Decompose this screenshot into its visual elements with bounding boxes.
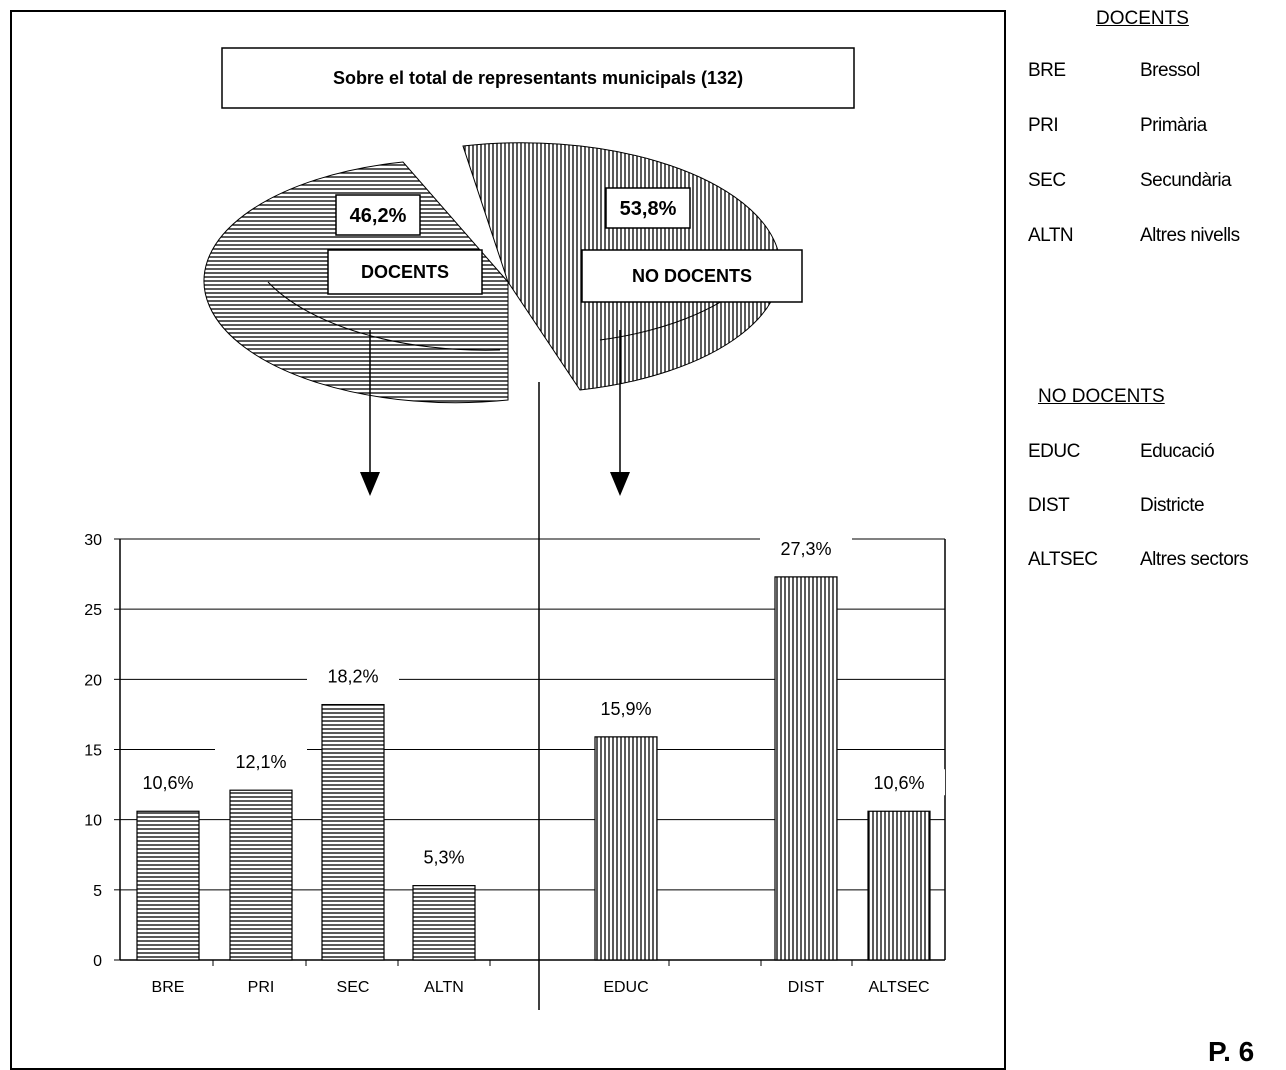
bar-educ	[594, 736, 658, 961]
bar-sec	[321, 703, 385, 961]
bar-value-label-dist: 27,3%	[780, 539, 831, 559]
x-tick-label-dist: DIST	[788, 979, 825, 996]
legend-docents-row-bre: BRE Bressol	[1028, 60, 1278, 84]
bar-value-label-educ: 15,9%	[600, 699, 651, 719]
legend-code: EDUC	[1028, 441, 1080, 462]
x-tick-label-bre: BRE	[152, 979, 185, 996]
pie-value-box-no-docents	[605, 187, 691, 229]
bar-value-label-bg	[122, 769, 214, 796]
y-tick-label: 20	[84, 672, 102, 689]
x-tick-label-altn: ALTN	[424, 979, 464, 996]
pie-value-docents: 46,2%	[350, 205, 407, 227]
pie-value-no-docents: 53,8%	[620, 198, 677, 220]
x-tick-label-pri: PRI	[248, 979, 275, 996]
bar-altsec	[867, 810, 931, 961]
legend-code: BRE	[1028, 60, 1066, 81]
bar-value-label-bg	[853, 769, 945, 796]
bar-value-label-bg	[398, 843, 490, 870]
x-tick-label-sec: SEC	[337, 979, 370, 996]
legend-description: Educació	[1140, 441, 1215, 462]
legend-code: SEC	[1028, 170, 1066, 191]
bar-pri	[229, 789, 293, 961]
pie-depth-line-docents	[267, 281, 501, 351]
x-tick-label-altsec: ALTSEC	[868, 979, 929, 996]
legend-description: Altres nivells	[1140, 225, 1240, 246]
legend-code: PRI	[1028, 115, 1059, 136]
legend-description: Primària	[1140, 115, 1207, 136]
legend-no-docents-row-educ: EDUC Educació	[1028, 441, 1278, 465]
legend-title-docents: DOCENTS	[1096, 8, 1189, 29]
legend-docents-row-sec: SEC Secundària	[1028, 170, 1278, 194]
legend-description: Altres sectors	[1140, 549, 1249, 570]
bar-value-label-pri: 12,1%	[235, 752, 286, 772]
page-number: P. 6	[1208, 1036, 1255, 1067]
legend-no-docents-row-dist: DIST Districte	[1028, 495, 1278, 519]
pie-value-box-docents	[335, 194, 421, 236]
title-box	[221, 47, 855, 109]
pie-label-box-no-docents	[581, 249, 803, 303]
bar-value-label-bg	[215, 748, 307, 775]
legend-docents-row-pri: PRI Primària	[1028, 115, 1278, 139]
legend-description: Bressol	[1140, 60, 1200, 81]
pie-label-docents: DOCENTS	[361, 262, 449, 282]
legend-description: Districte	[1140, 495, 1205, 516]
legend-no-docents-row-altsec: ALTSEC Altres sectors	[1028, 549, 1278, 573]
bar-altn	[412, 885, 476, 961]
legend-docents-row-altn: ALTN Altres nivells	[1028, 225, 1278, 249]
bar-value-label-sec: 18,2%	[327, 667, 378, 687]
pie-label-no-docents: NO DOCENTS	[632, 266, 752, 286]
pie-label-box-docents	[327, 249, 483, 295]
arrowhead-no-docents	[610, 472, 630, 496]
legend-description: Secundària	[1140, 170, 1232, 191]
legend-code: ALTN	[1028, 225, 1074, 246]
bar-value-label-bg	[580, 694, 672, 721]
legend-title-no-docents: NO DOCENTS	[1038, 386, 1165, 407]
chart-canvas: Sobre el total de representants municipa…	[84, 47, 946, 1010]
x-tick-label-educ: EDUC	[603, 979, 648, 996]
bar-bre	[136, 810, 200, 961]
bar-value-label-bg	[307, 662, 399, 689]
arrowhead-docents	[360, 472, 380, 496]
bar-value-label-altn: 5,3%	[423, 848, 464, 868]
bar-value-label-altsec: 10,6%	[873, 773, 924, 793]
bar-chart: 0 5 10 15 20 25 30 10,6% BRE 12,1% PRI 18,2% SEC 5,3%…	[84, 532, 946, 996]
y-tick-label: 0	[93, 953, 102, 970]
y-tick-label: 30	[84, 532, 102, 549]
bar-value-label-bg	[760, 534, 852, 561]
y-tick-label: 10	[84, 813, 102, 830]
chart-title: Sobre el total de representants municipa…	[333, 68, 743, 88]
y-tick-label: 5	[93, 883, 102, 900]
legend-code: DIST	[1028, 495, 1070, 516]
bar-value-label-bre: 10,6%	[142, 773, 193, 793]
y-tick-label: 25	[84, 602, 102, 619]
legend-code: ALTSEC	[1028, 549, 1098, 570]
bar-dist	[774, 576, 838, 961]
y-tick-label: 15	[84, 743, 102, 760]
